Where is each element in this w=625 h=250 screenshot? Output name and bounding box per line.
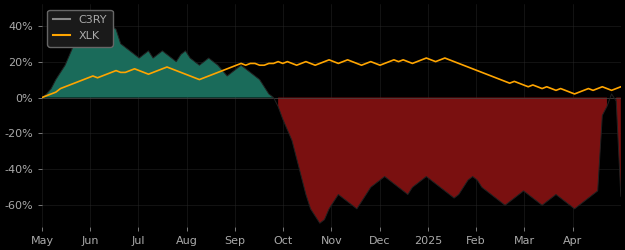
Legend: C3RY, XLK: C3RY, XLK [48,10,112,46]
